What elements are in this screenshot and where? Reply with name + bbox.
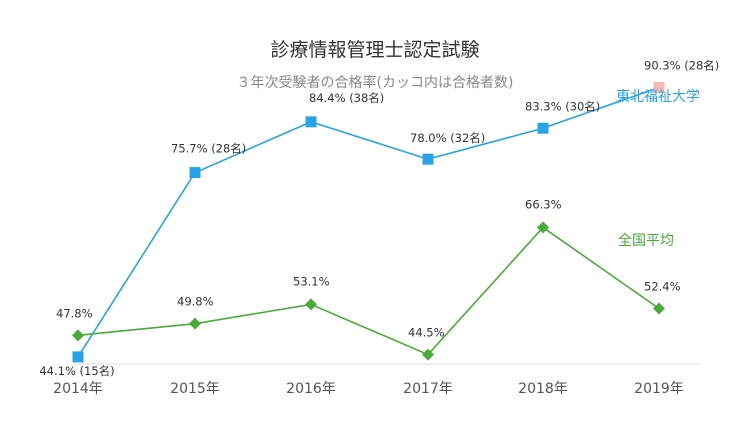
data-point-marker (189, 167, 201, 179)
data-point-marker (189, 317, 201, 330)
series-line (77, 86, 660, 358)
data-point-marker (537, 221, 549, 234)
data-label: 53.1% (293, 274, 330, 288)
series-name-label: 東北福祉大学 (616, 89, 700, 105)
x-tick-label: 2016年 (286, 381, 336, 397)
data-point-marker (72, 329, 84, 342)
data-point-marker (537, 122, 549, 134)
x-tick-label: 2014年 (53, 381, 103, 397)
x-tick-label: 2018年 (518, 381, 568, 397)
data-point-marker (72, 351, 84, 363)
x-tick-label: 2015年 (170, 381, 220, 397)
x-axis-ticks: 2014年 2015年 2016年 2017年 2018年 2019年 (53, 381, 684, 397)
data-label: 84.4% (38名) (309, 91, 384, 105)
series-layer: 44.1% (15名) 75.7% (28名) 84.4% (38名) 78.0% (… (39, 58, 719, 378)
data-point-marker (653, 81, 665, 93)
data-label: 47.8% (56, 306, 93, 320)
data-point-marker (653, 302, 665, 315)
x-tick-label: 2017年 (403, 381, 453, 397)
x-tick-label: 2019年 (634, 381, 684, 397)
data-point-marker (422, 153, 434, 165)
chart-title: 診療情報管理士認定試験 (270, 39, 479, 61)
chart-subtitle: ３年次受験者の合格率(カッコ内は合格者数) (237, 74, 514, 91)
series-name-label: 全国平均 (618, 232, 674, 249)
series-1: 47.8% 49.8% 53.1% 44.5% 66.3% 52.4% 全国平均 (56, 197, 681, 361)
data-label: 52.4% (644, 280, 681, 294)
data-label: 78.0% (32名) (410, 131, 485, 145)
data-label: 66.3% (525, 197, 562, 211)
data-label: 83.3% (30名) (525, 99, 600, 113)
data-label: 44.1% (15名) (39, 364, 114, 378)
data-label: 49.8% (177, 295, 214, 309)
data-label: 90.3% (28名) (644, 58, 719, 72)
data-point-marker (305, 116, 317, 128)
data-label: 44.5% (408, 326, 445, 340)
series-line (77, 226, 660, 356)
series-0: 44.1% (15名) 75.7% (28名) 84.4% (38名) 78.0% (… (39, 58, 719, 378)
data-label: 75.7% (28名) (171, 142, 246, 156)
data-point-marker (422, 348, 434, 361)
data-point-marker (305, 298, 317, 311)
